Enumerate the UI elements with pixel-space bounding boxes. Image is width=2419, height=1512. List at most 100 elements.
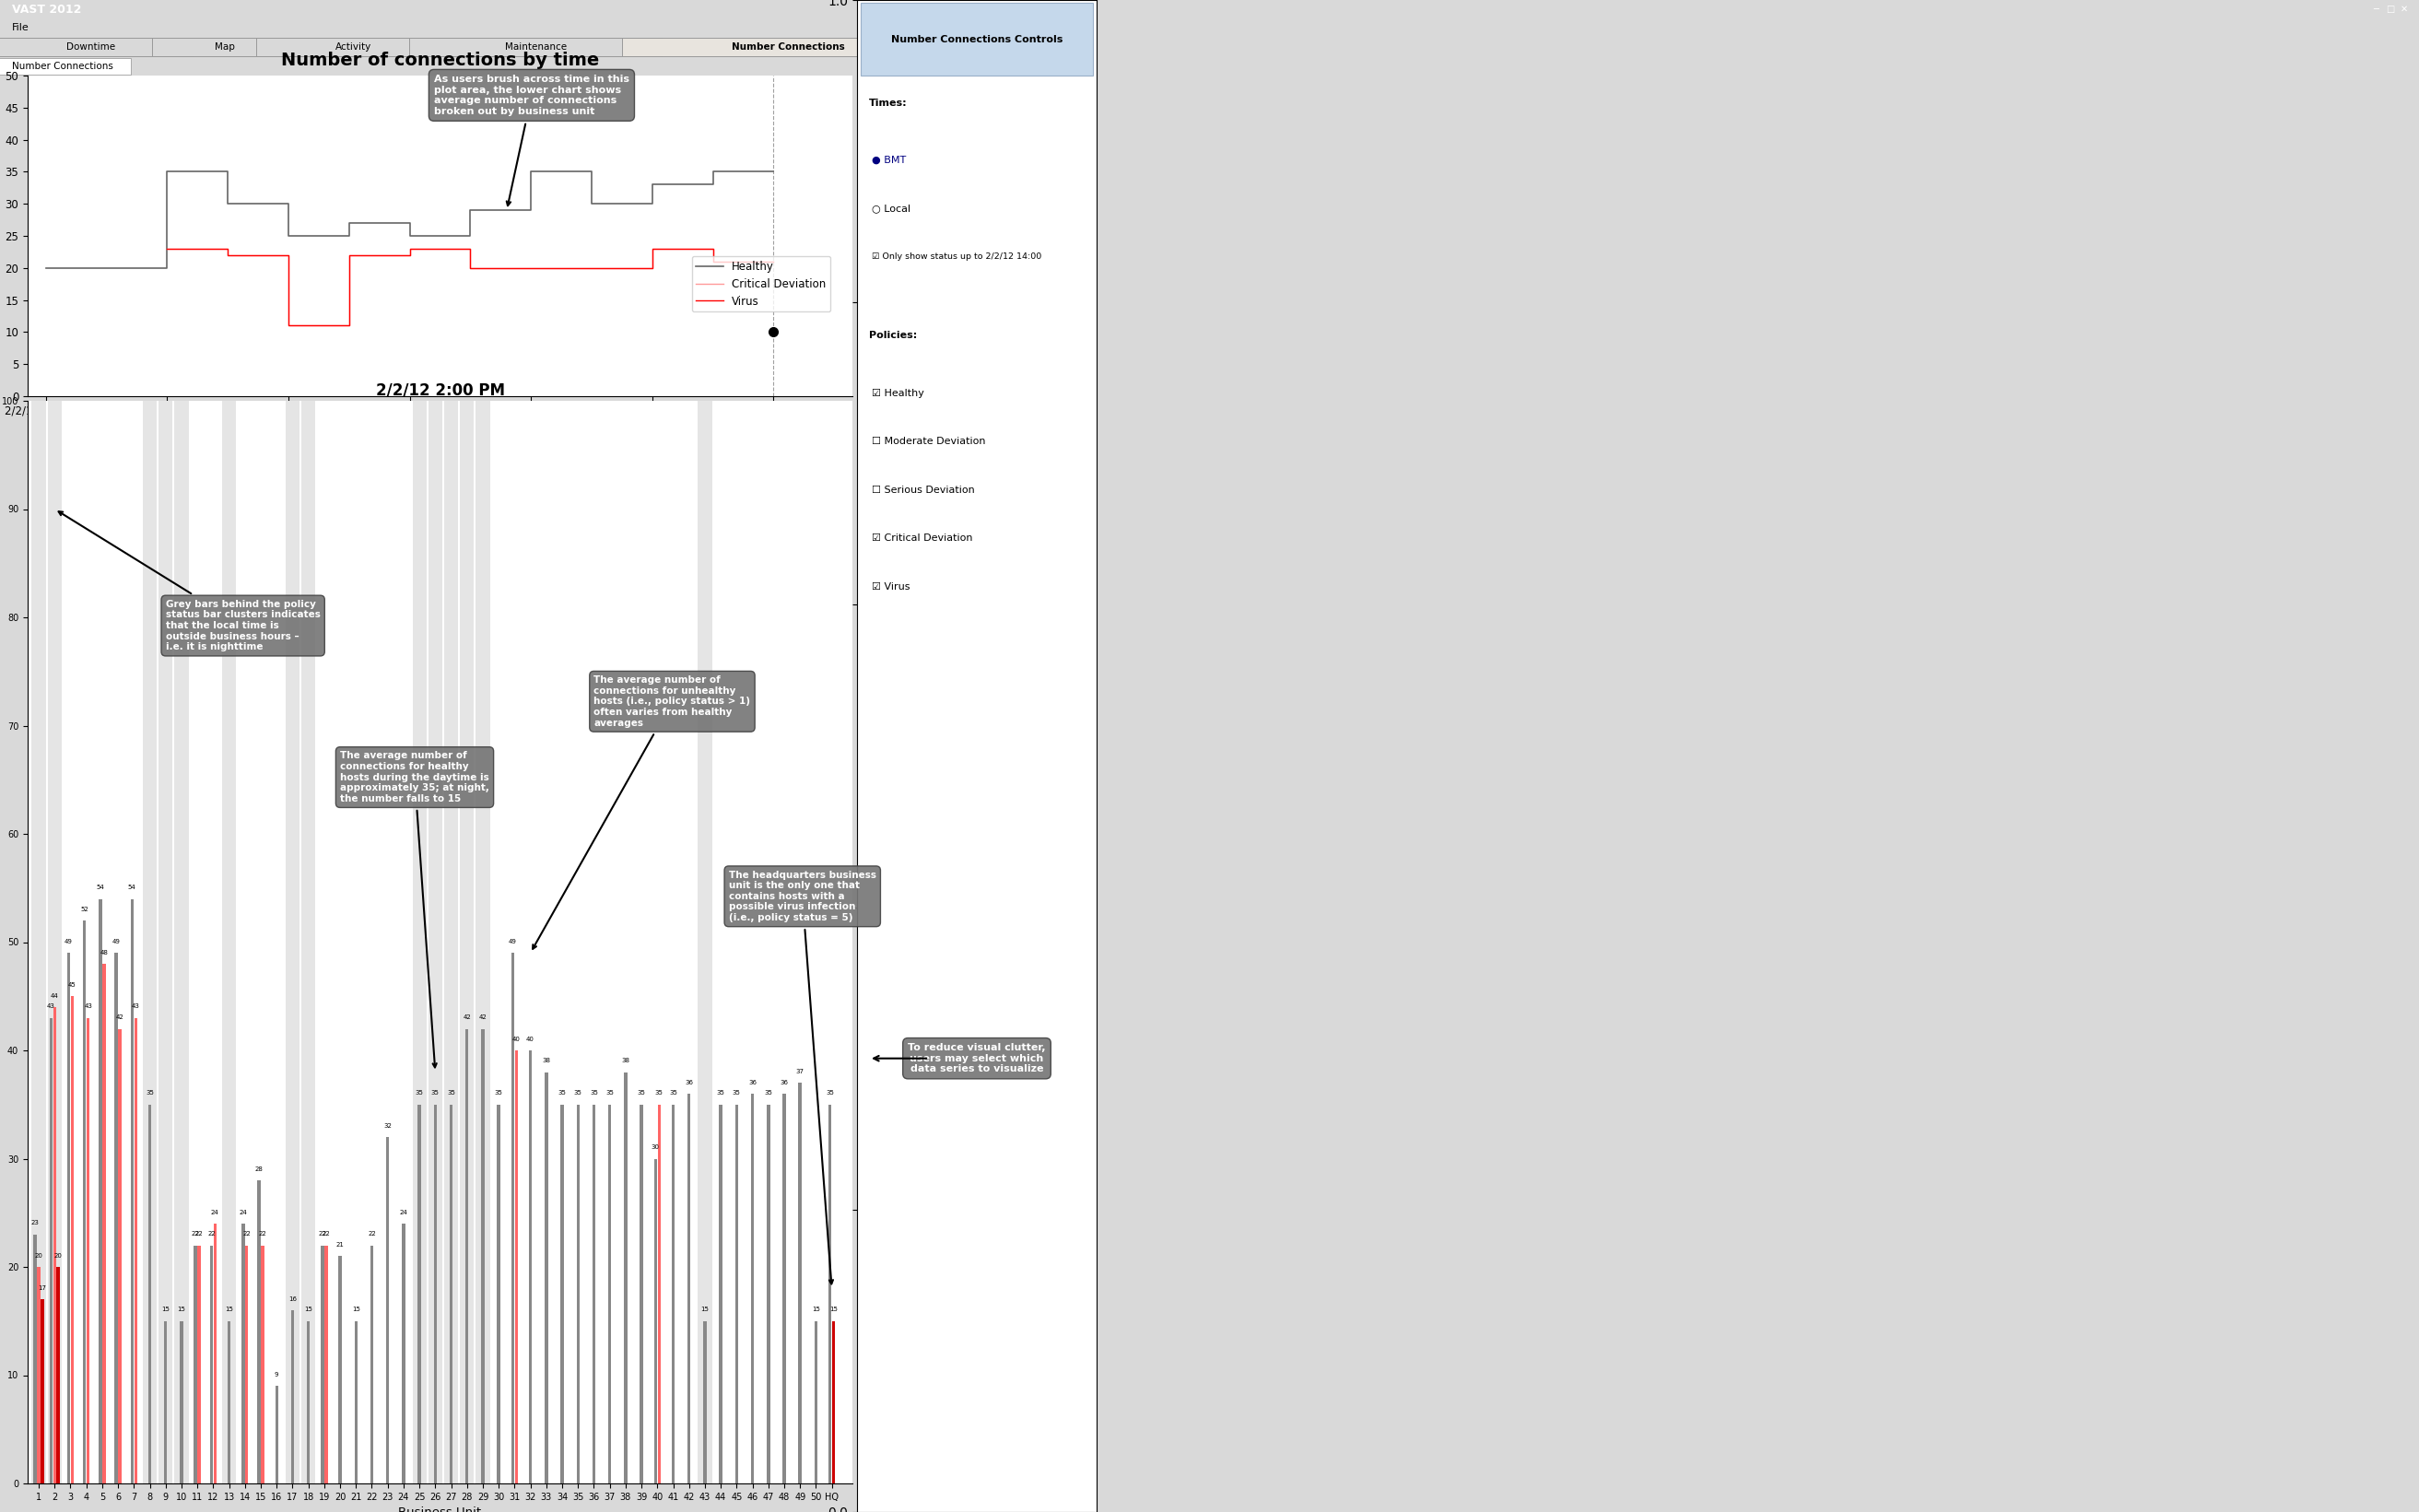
Title: 2/2/12 2:00 PM: 2/2/12 2:00 PM	[375, 381, 506, 398]
Text: 22: 22	[368, 1231, 375, 1237]
Bar	[353, 1321, 358, 1483]
Virus	[394, 246, 423, 265]
Bar	[210, 1246, 213, 1483]
Critical Deviation	[760, 253, 789, 271]
Bar	[119, 1028, 121, 1483]
Text: 22: 22	[319, 1231, 327, 1237]
Text: 44: 44	[51, 993, 58, 998]
Bar	[653, 1158, 658, 1483]
Text: Number Connections Controls: Number Connections Controls	[890, 35, 1062, 44]
Text: ☑ Virus: ☑ Virus	[871, 582, 910, 591]
Healthy	[334, 227, 363, 245]
Text: 22: 22	[191, 1231, 198, 1237]
Virus	[518, 259, 547, 277]
Bar	[174, 401, 189, 1483]
Text: 35: 35	[636, 1090, 646, 1096]
Healthy	[394, 215, 423, 233]
Bar	[68, 953, 70, 1483]
Bar	[56, 1267, 60, 1483]
Bar	[530, 1051, 532, 1483]
Bar	[148, 1104, 152, 1483]
Text: ☑ Critical Deviation: ☑ Critical Deviation	[871, 534, 972, 543]
Bar	[261, 1246, 264, 1483]
Text: ✕: ✕	[2400, 5, 2409, 14]
Virus	[518, 259, 547, 277]
Text: 35: 35	[416, 1090, 423, 1096]
Text: Times:: Times:	[868, 98, 907, 107]
Text: 35: 35	[656, 1090, 663, 1096]
Text: 42: 42	[116, 1015, 123, 1021]
Text: 35: 35	[825, 1090, 835, 1096]
Bar	[339, 1256, 341, 1483]
Text: ☑ Only show status up to 2/2/12 14:00: ☑ Only show status up to 2/2/12 14:00	[871, 253, 1040, 260]
Bar	[48, 401, 60, 1483]
Bar	[687, 1093, 692, 1483]
Virus	[334, 246, 363, 265]
Virus	[455, 259, 484, 277]
Bar	[31, 401, 46, 1483]
Text: 15: 15	[702, 1306, 709, 1312]
Healthy	[213, 195, 242, 213]
Bar	[48, 1018, 53, 1483]
Text: 22: 22	[242, 1231, 252, 1237]
Text: 15: 15	[225, 1306, 232, 1312]
Bar	[418, 1104, 421, 1483]
Critical Deviation	[578, 259, 607, 277]
Text: 35: 35	[733, 1090, 740, 1096]
Title: Number of connections by time: Number of connections by time	[281, 51, 600, 70]
Text: 16: 16	[288, 1296, 298, 1302]
Virus	[639, 239, 668, 257]
Bar	[607, 1104, 612, 1483]
Bar	[704, 1321, 706, 1483]
Text: 45: 45	[68, 983, 77, 987]
Text: 24: 24	[399, 1210, 406, 1216]
Bar	[164, 1321, 167, 1483]
Bar	[735, 1104, 738, 1483]
Bar	[324, 1246, 327, 1483]
Bar	[87, 1018, 90, 1483]
Bar	[82, 921, 87, 1483]
FancyBboxPatch shape	[0, 59, 131, 74]
Healthy	[213, 163, 242, 181]
Text: 49: 49	[111, 939, 121, 945]
Bar	[784, 1093, 786, 1483]
Critical Deviation	[699, 253, 728, 271]
Critical Deviation	[639, 239, 668, 257]
Virus	[639, 259, 668, 277]
Text: 35: 35	[670, 1090, 677, 1096]
Text: VAST 2012: VAST 2012	[12, 3, 82, 15]
Bar	[370, 1246, 373, 1483]
Bar	[36, 1267, 41, 1483]
Bar	[544, 1072, 547, 1483]
X-axis label: Business Unit: Business Unit	[399, 1507, 481, 1512]
Text: 40: 40	[513, 1036, 520, 1042]
Bar	[576, 1104, 581, 1483]
Critical Deviation	[152, 239, 181, 257]
Bar	[41, 1299, 44, 1483]
Bar	[428, 401, 443, 1483]
Virus	[213, 246, 242, 265]
Critical Deviation	[455, 259, 484, 277]
Text: 35: 35	[590, 1090, 597, 1096]
Critical Deviation	[518, 259, 547, 277]
Bar	[515, 1051, 518, 1483]
Bar	[307, 1321, 310, 1483]
Text: ☐ Moderate Deviation: ☐ Moderate Deviation	[871, 437, 985, 446]
Healthy	[699, 175, 728, 194]
Healthy	[578, 163, 607, 181]
Text: 43: 43	[131, 1004, 140, 1009]
Healthy	[273, 195, 302, 213]
Text: As users brush across time in this
plot area, the lower chart shows
average numb: As users brush across time in this plot …	[433, 74, 629, 206]
Bar	[244, 1246, 249, 1483]
Virus	[394, 239, 423, 257]
Text: To reduce visual clutter,
users may select which
data series to visualize: To reduce visual clutter, users may sele…	[907, 1043, 1045, 1074]
Virus	[578, 259, 607, 277]
Virus	[699, 239, 728, 257]
Text: 38: 38	[542, 1058, 552, 1063]
Text: 36: 36	[779, 1080, 789, 1086]
Critical Deviation	[273, 316, 302, 334]
Line: Critical Deviation: Critical Deviation	[167, 248, 774, 325]
Text: 15: 15	[351, 1306, 360, 1312]
Bar	[114, 953, 119, 1483]
Text: 24: 24	[210, 1210, 220, 1216]
